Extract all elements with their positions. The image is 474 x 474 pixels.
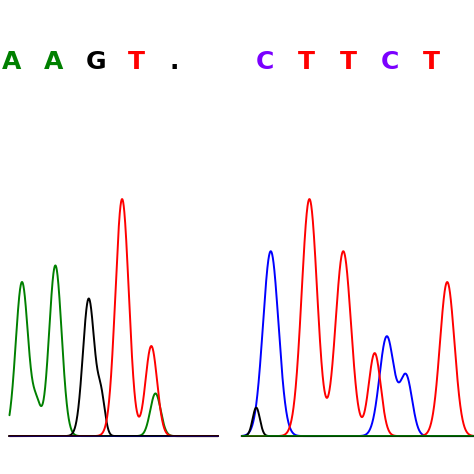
- Text: T: T: [423, 50, 440, 73]
- Text: C: C: [381, 50, 400, 73]
- Text: .: .: [169, 50, 179, 73]
- Text: T: T: [128, 50, 145, 73]
- Text: T: T: [298, 50, 315, 73]
- Text: A: A: [2, 50, 22, 73]
- Text: G: G: [86, 50, 107, 73]
- Text: C: C: [256, 50, 274, 73]
- Text: T: T: [339, 50, 356, 73]
- Text: A: A: [44, 50, 64, 73]
